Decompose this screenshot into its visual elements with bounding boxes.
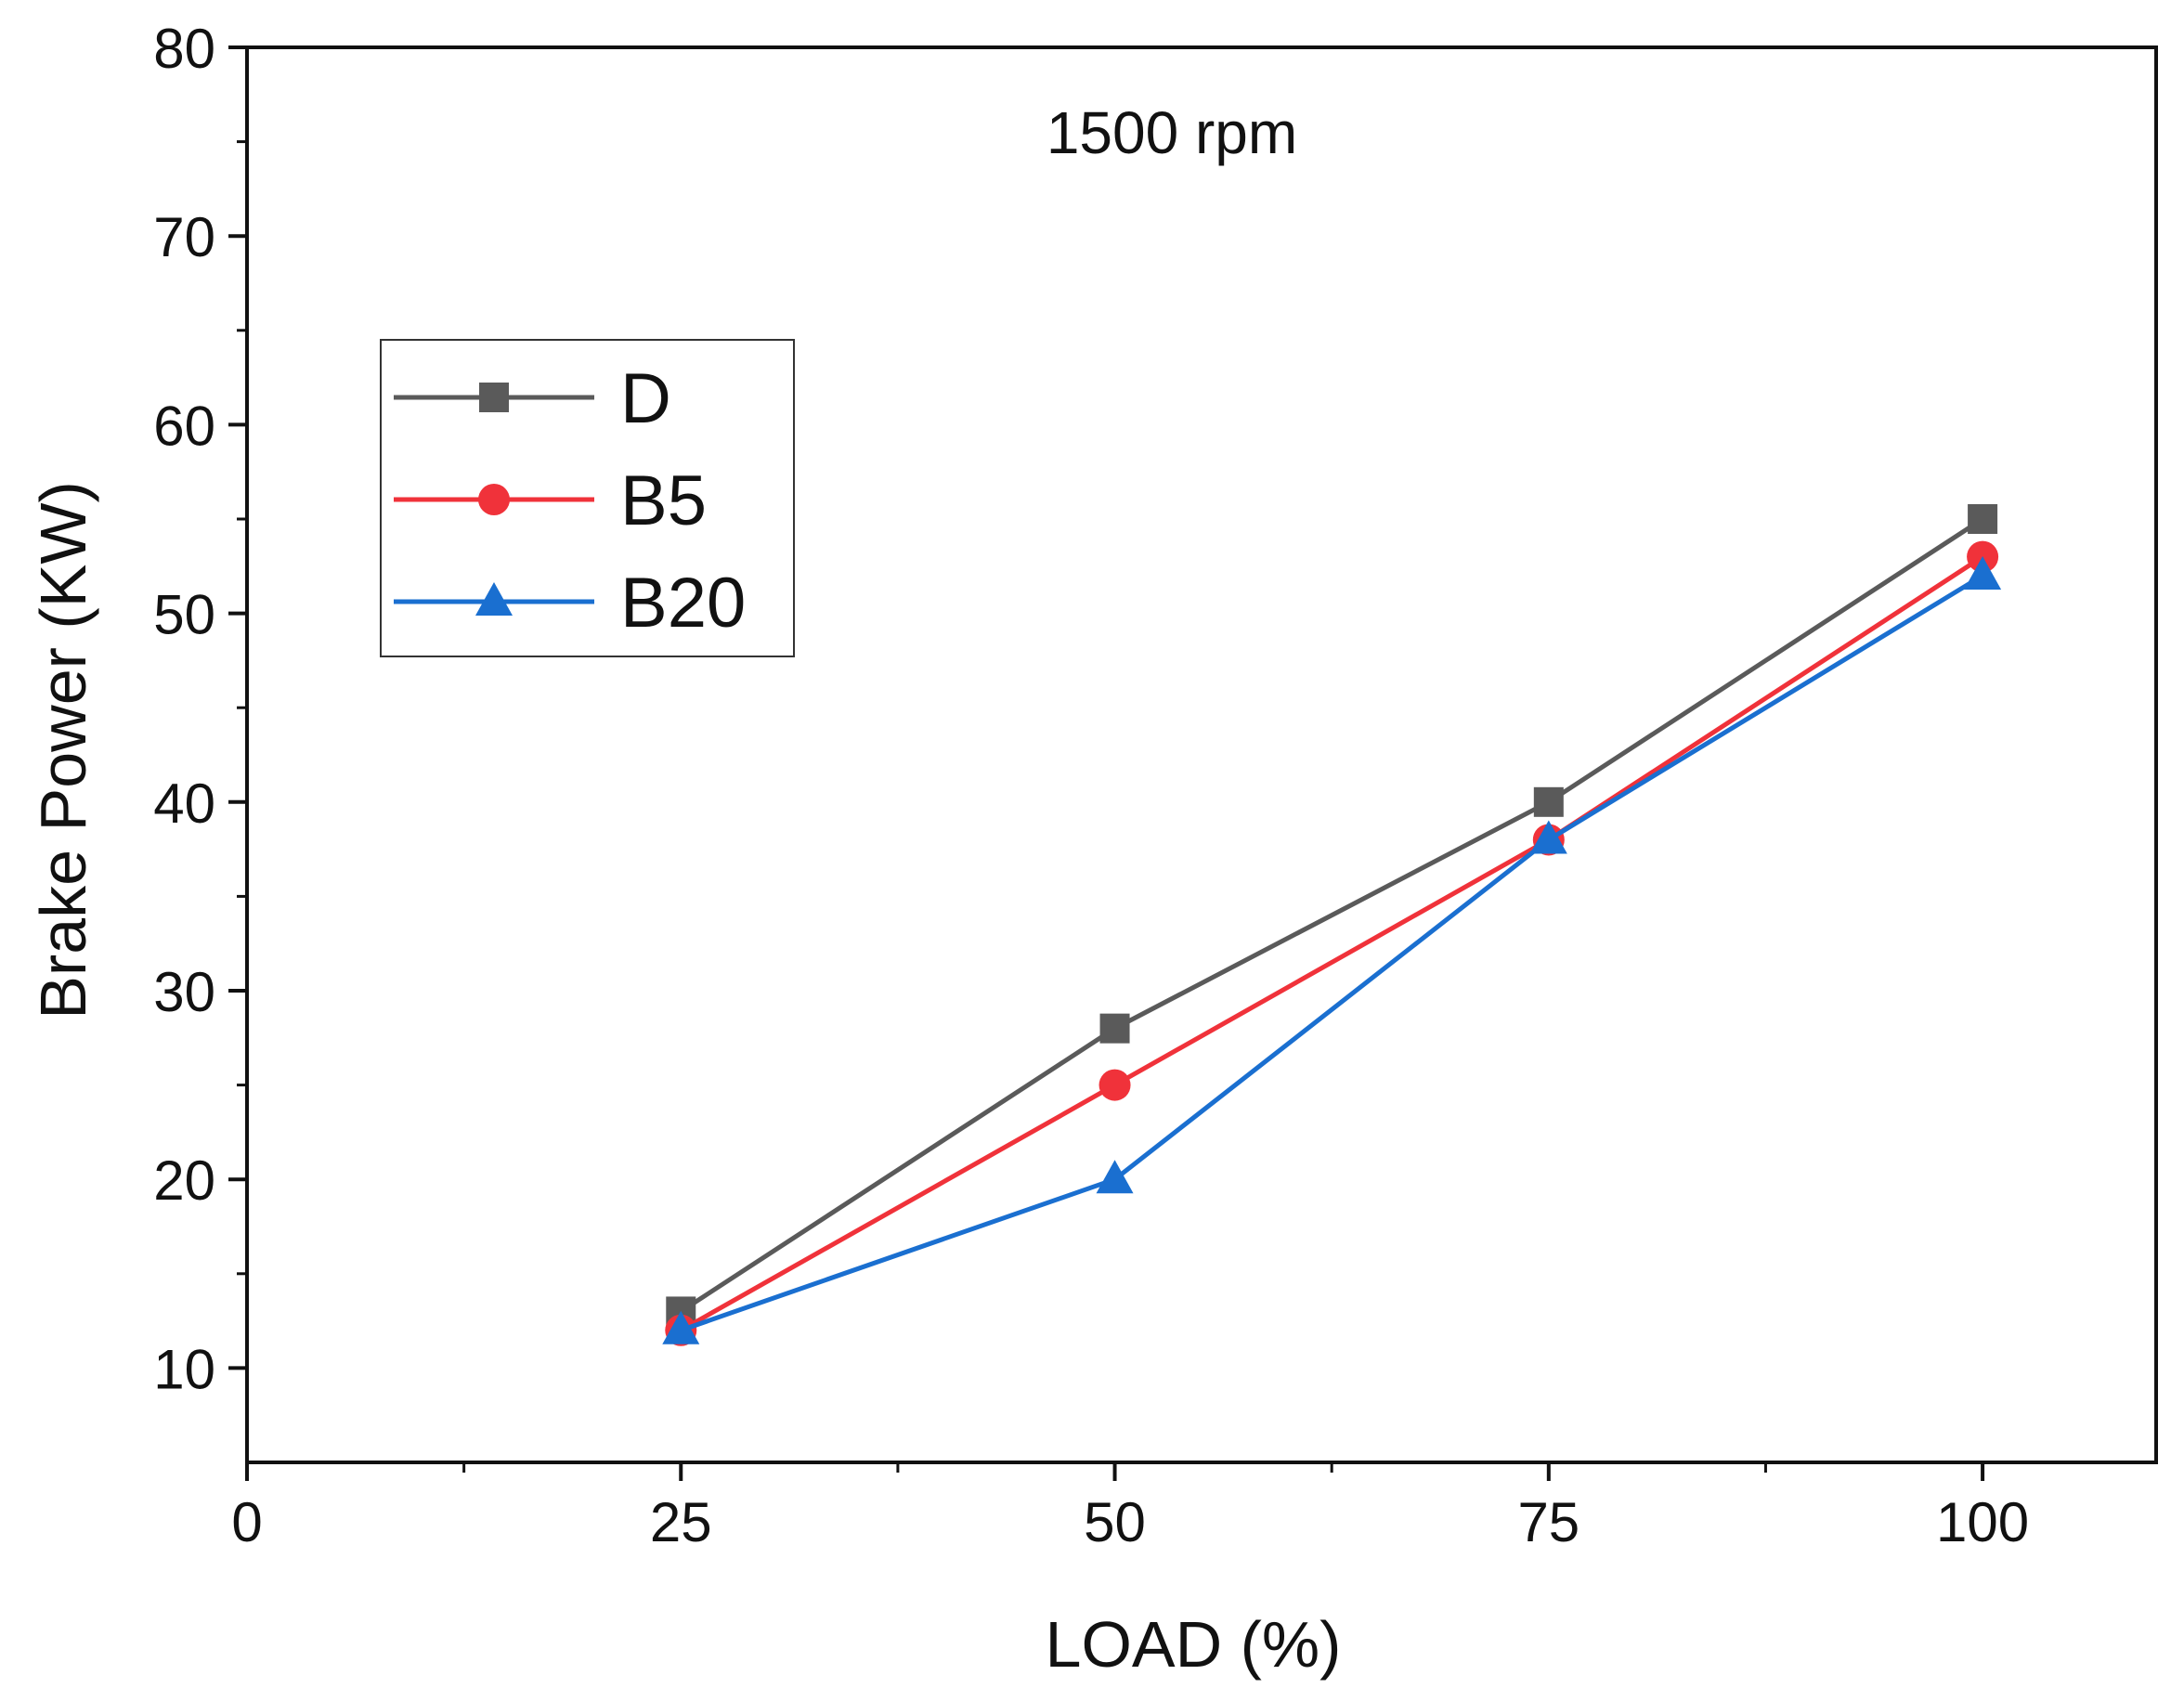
chart-annotation: 1500 rpm — [1046, 99, 1297, 166]
series-line — [679, 516, 1984, 1314]
x-tick-label: 50 — [1084, 1491, 1146, 1553]
x-tick-label: 75 — [1517, 1491, 1580, 1553]
legend-marker — [475, 582, 513, 616]
data-point — [662, 1310, 700, 1344]
series-layer — [662, 504, 2002, 1346]
y-tick-label: 20 — [153, 1149, 215, 1212]
data-point — [1968, 504, 1998, 534]
x-tick-label: 0 — [231, 1491, 262, 1553]
legend-label: B5 — [620, 461, 707, 540]
y-axis: 10 20 30 40 50 60 70 80 — [153, 18, 247, 1400]
y-tick-label: 10 — [153, 1338, 215, 1400]
y-tick-label: 40 — [153, 773, 215, 835]
x-axis-label: LOAD (%) — [1046, 1608, 1342, 1681]
legend: D B5 B20 — [380, 339, 795, 657]
y-tick-label: 70 — [153, 206, 215, 268]
legend-item-d: D — [394, 359, 671, 438]
series-b5 — [665, 540, 1999, 1346]
series-d — [666, 504, 1998, 1327]
series-b20 — [662, 555, 2002, 1344]
data-point — [1964, 555, 2002, 590]
y-axis-label: Brake Power (KW) — [27, 481, 99, 1019]
y-tick-label: 50 — [153, 584, 215, 646]
y-tick-label: 80 — [153, 18, 215, 80]
data-point — [1096, 1160, 1134, 1194]
legend-label: D — [620, 359, 671, 438]
legend-marker — [478, 484, 510, 515]
x-axis: 0 25 50 75 100 — [231, 1462, 2029, 1553]
y-tick-label: 30 — [153, 961, 215, 1023]
x-tick-label: 25 — [650, 1491, 712, 1553]
data-point — [1533, 786, 1564, 817]
legend-marker — [479, 383, 509, 412]
legend-item-b20: B20 — [394, 564, 746, 643]
data-point — [1098, 1069, 1131, 1101]
y-tick-label: 60 — [153, 395, 215, 457]
series-line — [680, 554, 1984, 1332]
series-line — [680, 573, 1984, 1333]
legend-label: B20 — [620, 564, 746, 643]
x-tick-label: 100 — [1936, 1491, 2029, 1553]
legend-item-b5: B5 — [394, 461, 707, 540]
plot-frame — [245, 45, 2158, 1464]
data-point — [1099, 1013, 1130, 1044]
data-point — [1529, 820, 1567, 854]
